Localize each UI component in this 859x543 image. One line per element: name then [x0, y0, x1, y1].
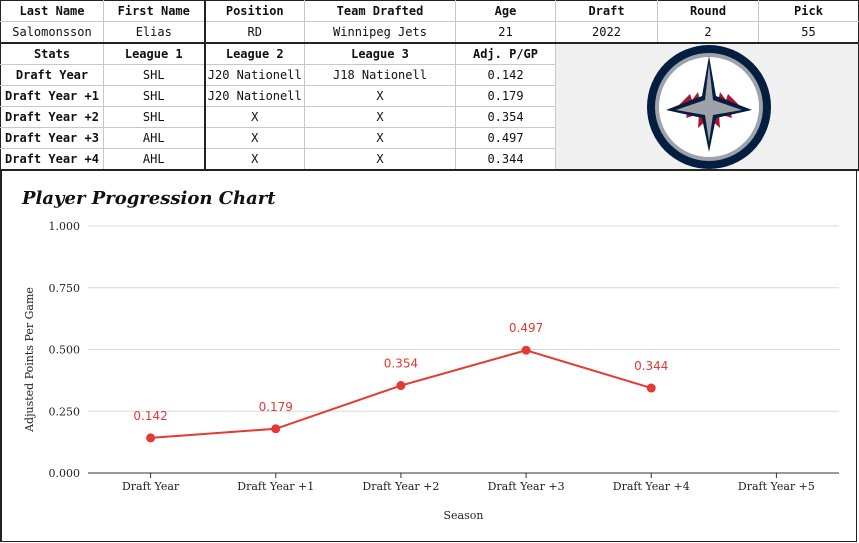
header-cell[interactable]: Last Name — [0, 0, 104, 22]
winnipeg-jets-logo-icon — [647, 45, 771, 168]
value-cell[interactable]: Elias — [103, 21, 206, 44]
stats-cell[interactable]: X — [304, 85, 456, 107]
stats-row-label[interactable]: Draft Year — [0, 64, 104, 86]
header-cell[interactable]: Draft — [555, 0, 658, 22]
stats-cell[interactable]: SHL — [103, 85, 206, 107]
data-label: 0.497 — [509, 321, 543, 335]
stats-row-label[interactable]: Draft Year +4 — [0, 148, 104, 171]
value-cell[interactable]: 55 — [758, 21, 859, 44]
y-axis-title: Adjusted Points Per Game — [23, 287, 36, 433]
data-label: 0.344 — [634, 359, 668, 373]
stats-cell[interactable]: 0.142 — [455, 64, 556, 86]
x-tick-label: Draft Year — [122, 480, 180, 493]
value-cell[interactable]: 2 — [657, 21, 759, 44]
stats-cell[interactable]: 0.497 — [455, 127, 556, 149]
chart-area: Player Progression Chart 0.000 0.250 0.500… — [0, 170, 857, 542]
data-label: 0.142 — [133, 409, 167, 423]
stats-header-cell[interactable]: League 3 — [304, 43, 456, 65]
stats-cell[interactable]: 0.354 — [455, 106, 556, 128]
stats-cell[interactable]: SHL — [103, 64, 206, 86]
x-axis-title: Season — [444, 509, 484, 522]
stats-header-cell[interactable]: League 2 — [204, 43, 305, 65]
stats-header-cell[interactable]: Stats — [0, 43, 104, 65]
stats-cell[interactable]: AHL — [103, 148, 206, 171]
header-cell[interactable]: Pick — [758, 0, 859, 22]
data-point — [146, 433, 156, 443]
y-tick-label: 0.750 — [49, 282, 81, 295]
stats-cell[interactable]: X — [304, 127, 456, 149]
data-label: 0.354 — [384, 357, 418, 371]
x-tick-label: Draft Year +5 — [738, 480, 815, 493]
stats-cell[interactable]: X — [204, 106, 305, 128]
value-cell[interactable]: 2022 — [555, 21, 658, 44]
x-tick-label: Draft Year +3 — [488, 480, 565, 493]
x-tick-label: Draft Year +2 — [362, 480, 439, 493]
data-label: 0.179 — [259, 400, 293, 414]
data-point — [646, 383, 656, 393]
stats-cell[interactable]: J20 Nationell — [204, 64, 305, 86]
stats-cell[interactable]: X — [304, 106, 456, 128]
header-cell[interactable]: Age — [455, 0, 556, 22]
x-tick-label: Draft Year +1 — [237, 480, 314, 493]
x-tick-label: Draft Year +4 — [613, 480, 690, 493]
stats-row-label[interactable]: Draft Year +3 — [0, 127, 104, 149]
y-tick-label: 0.000 — [49, 467, 81, 480]
chart-title: Player Progression Chart — [22, 188, 276, 209]
value-cell[interactable]: 21 — [455, 21, 556, 44]
player-stats-table: Last Name First Name Position Team Drafted A… — [0, 0, 859, 171]
stats-cell[interactable]: J20 Nationell — [204, 85, 305, 107]
stats-cell[interactable]: AHL — [103, 127, 206, 149]
value-cell[interactable]: Winnipeg Jets — [304, 21, 456, 44]
data-point — [271, 424, 281, 434]
y-tick-label: 0.250 — [49, 405, 81, 418]
logo-cell — [555, 43, 859, 171]
stats-cell[interactable]: X — [204, 127, 305, 149]
stats-header-cell[interactable]: League 1 — [103, 43, 206, 65]
stats-cell[interactable]: X — [204, 148, 305, 171]
stats-row-label[interactable]: Draft Year +2 — [0, 106, 104, 128]
value-cell[interactable]: Salomonsson — [0, 21, 104, 44]
stats-cell[interactable]: 0.344 — [455, 148, 556, 171]
data-point — [521, 345, 531, 355]
header-cell[interactable]: Team Drafted — [304, 0, 456, 22]
data-point — [396, 381, 406, 391]
stats-header-cell[interactable]: Adj. P/GP — [455, 43, 556, 65]
stats-row-label[interactable]: Draft Year +1 — [0, 85, 104, 107]
stats-cell[interactable]: SHL — [103, 106, 206, 128]
y-tick-label: 0.500 — [49, 344, 81, 357]
value-cell[interactable]: RD — [204, 21, 305, 44]
stats-cell[interactable]: J18 Nationell — [304, 64, 456, 86]
stats-cell[interactable]: 0.179 — [455, 85, 556, 107]
header-cell[interactable]: Position — [204, 0, 305, 22]
y-tick-label: 1.000 — [49, 220, 81, 233]
stats-cell[interactable]: X — [304, 148, 456, 171]
header-cell[interactable]: First Name — [103, 0, 206, 22]
progression-chart: 0.000 0.250 0.500 0.750 1.000 Draft Year Draft… — [23, 220, 839, 522]
header-cell[interactable]: Round — [657, 0, 759, 22]
